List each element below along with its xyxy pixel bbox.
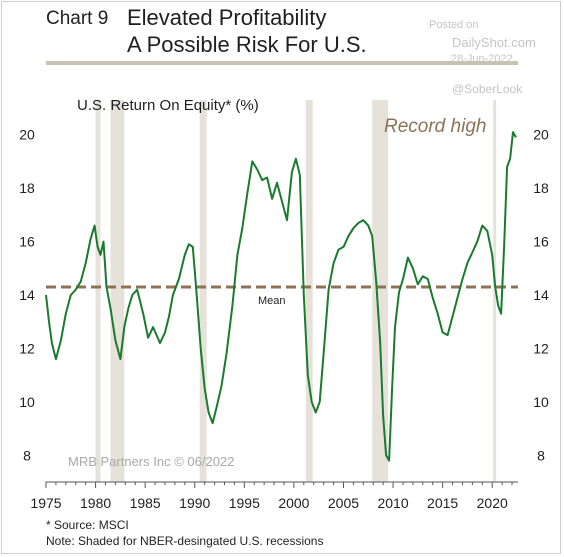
recession-bar-6 — [493, 100, 497, 482]
series-line-roe — [45, 131, 517, 462]
y-tick-label-right-10: 10 — [533, 394, 549, 410]
x-tick-marks — [45, 482, 513, 488]
y-tick-label-right-20: 20 — [533, 127, 549, 143]
x-tick-labels: 1975 1980 1985 1990 1995 2000 2005 2010 2015 2020 — [30, 495, 508, 511]
recession-bar-4 — [305, 100, 313, 482]
recession-shading — [95, 100, 497, 482]
recession-bar-3 — [199, 100, 207, 482]
y-tick-label-right-12: 12 — [533, 340, 549, 356]
y-tick-label-left-20: 20 — [19, 127, 35, 143]
recession-bar-2 — [110, 100, 125, 482]
y-tick-label-left-14: 14 — [19, 287, 35, 303]
chart-title: Elevated Profitability A Possible Risk F… — [127, 4, 367, 58]
watermark-handle: @SoberLook — [452, 82, 523, 96]
y-tick-label-right-14: 14 — [533, 287, 549, 303]
x-tick-label-2005: 2005 — [328, 495, 359, 511]
title-line-1: Elevated Profitability — [127, 5, 327, 30]
footnote-source: * Source: MSCI — [46, 518, 129, 532]
source-credit: MRB Partners Inc © 06/2022 — [68, 454, 234, 469]
mean-label: Mean — [258, 295, 286, 307]
y-tick-label-right-8: 8 — [537, 447, 545, 463]
y-tick-label-left-18: 18 — [19, 180, 35, 196]
title-line-2: A Possible Risk For U.S. — [127, 32, 367, 57]
x-tick-label-1975: 1975 — [30, 495, 61, 511]
x-tick-label-2010: 2010 — [377, 495, 408, 511]
x-tick-label-1990: 1990 — [179, 495, 210, 511]
recession-bar-5 — [372, 100, 389, 482]
y-tick-label-left-12: 12 — [19, 340, 35, 356]
watermark-posted-on: Posted on — [429, 19, 479, 31]
y-tick-label-left-16: 16 — [19, 234, 35, 250]
record-high-annotation: Record high — [384, 116, 486, 137]
y-tick-label-left-10: 10 — [19, 394, 35, 410]
x-tick-label-2015: 2015 — [427, 495, 458, 511]
x-tick-label-1980: 1980 — [80, 495, 111, 511]
plot-title: U.S. Return On Equity* (%) — [77, 97, 259, 114]
header-rule — [46, 61, 518, 65]
footnote-recessions: Note: Shaded for NBER-desingated U.S. re… — [46, 534, 324, 548]
y-tick-label-right-18: 18 — [533, 180, 549, 196]
x-tick-label-1995: 1995 — [229, 495, 260, 511]
x-tick-label-2020: 2020 — [477, 495, 508, 511]
watermark-site: DailyShot.com — [452, 35, 536, 50]
y-tick-labels: 8 8 10 10 12 12 14 14 16 16 18 18 20 20 — [19, 127, 549, 464]
y-tick-label-right-16: 16 — [533, 234, 549, 250]
x-tick-label-1985: 1985 — [130, 495, 161, 511]
x-tick-label-2000: 2000 — [278, 495, 309, 511]
chart-number: Chart 9 — [46, 8, 109, 29]
watermark-date: 28-Jun-2022 — [451, 53, 513, 65]
y-tick-label-left-8: 8 — [23, 447, 31, 463]
recession-bar-1 — [95, 100, 101, 482]
